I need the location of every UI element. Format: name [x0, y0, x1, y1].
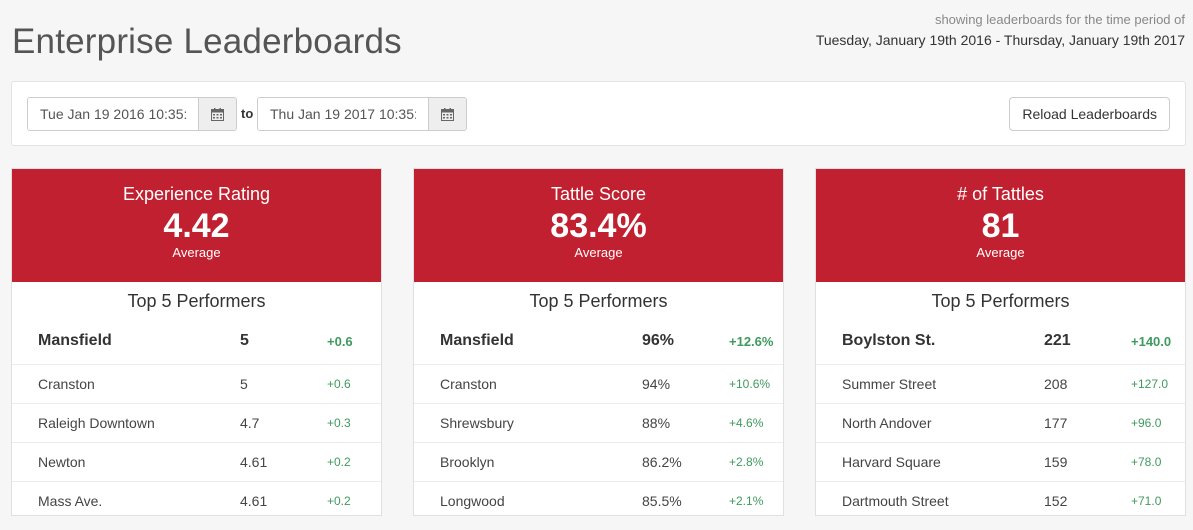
card-header: Tattle Score 83.4% Average [414, 169, 783, 282]
page-title: Enterprise Leaderboards [12, 22, 402, 61]
performer-delta: +12.6% [729, 333, 774, 349]
performer-name: Brooklyn [440, 454, 495, 470]
performer-value: 4.61 [240, 493, 268, 509]
performer-delta: +78.0 [1131, 455, 1162, 469]
metric-value: 81 [981, 207, 1020, 245]
top-performers-title: Top 5 Performers [529, 291, 668, 311]
performer-delta: +0.6 [327, 377, 351, 391]
performer-name: Mansfield [440, 332, 514, 349]
performer-value: 94% [642, 376, 671, 392]
performer-row: Dartmouth Street 152 +71.0 [816, 481, 1185, 520]
period-range: Tuesday, January 19th 2016 - Thursday, J… [815, 32, 1185, 48]
performer-name: Raleigh Downtown [38, 415, 155, 431]
calendar-icon [441, 107, 454, 121]
performer-value: 152 [1044, 493, 1068, 509]
performer-value: 221 [1044, 332, 1071, 349]
performer-row: Brooklyn 86.2% +2.8% [414, 442, 783, 481]
performer-name: Harvard Square [842, 454, 941, 470]
performer-row: Boylston St. 221 +140.0 [816, 318, 1185, 364]
performer-name: Summer Street [842, 376, 937, 392]
leaderboard-card-number-of-tattles: # of Tattles 81 Average Top 5 Performers… [815, 168, 1186, 516]
date-range-to-label: to [241, 106, 254, 121]
performer-value: 4.61 [240, 454, 268, 470]
metric-subtitle: Average [172, 245, 221, 260]
performer-name: Mass Ave. [38, 493, 103, 509]
metric-label: Experience Rating [122, 184, 271, 204]
performer-delta: +4.6% [729, 416, 764, 430]
performer-value: 4.7 [240, 415, 260, 431]
metric-label: # of Tattles [957, 184, 1044, 204]
performer-row: Cranston 94% +10.6% [414, 364, 783, 403]
performer-name: Shrewsbury [440, 415, 514, 431]
performer-delta: +96.0 [1131, 416, 1162, 430]
performer-value: 85.5% [642, 493, 682, 509]
performer-name: North Andover [842, 415, 932, 431]
reload-leaderboards-button[interactable]: Reload Leaderboards [1009, 97, 1170, 131]
performers-list: Mansfield 5 +0.6 Cranston 5 +0.6 Raleigh Dow… [12, 318, 381, 520]
performer-name: Newton [38, 454, 86, 470]
top-performers-title: Top 5 Performers [127, 291, 266, 311]
performer-value: 208 [1044, 376, 1068, 392]
performer-delta: +2.1% [729, 494, 764, 508]
performer-row: Raleigh Downtown 4.7 +0.3 [12, 403, 381, 442]
date-filter-bar: to Reload Leaderboards [11, 81, 1186, 146]
end-date-group [257, 97, 467, 131]
start-date-group [27, 97, 237, 131]
performer-delta: +140.0 [1131, 333, 1172, 349]
performer-delta: +0.3 [327, 416, 351, 430]
performer-value: 159 [1044, 454, 1068, 470]
leaderboard-card-experience-rating: Experience Rating 4.42 Average Top 5 Per… [11, 168, 382, 516]
performer-row: Mansfield 96% +12.6% [414, 318, 783, 364]
performer-row: Harvard Square 159 +78.0 [816, 442, 1185, 481]
end-date-input[interactable] [258, 98, 428, 130]
card-header: Experience Rating 4.42 Average [12, 169, 381, 282]
metric-value: 83.4% [550, 207, 647, 245]
performer-delta: +71.0 [1131, 494, 1162, 508]
metric-subtitle: Average [976, 245, 1025, 260]
performer-value: 5 [240, 376, 248, 392]
performer-row: Longwood 85.5% +2.1% [414, 481, 783, 520]
performer-delta: +10.6% [729, 377, 771, 391]
performer-name: Cranston [440, 376, 497, 392]
card-header: # of Tattles 81 Average [816, 169, 1185, 282]
time-period: showing leaderboards for the time period… [816, 12, 1185, 48]
performer-delta: +0.2 [327, 455, 351, 469]
performer-name: Boylston St. [842, 332, 936, 349]
start-date-calendar-button[interactable] [198, 98, 236, 130]
start-date-input[interactable] [28, 98, 198, 130]
calendar-icon [211, 107, 224, 121]
performer-row: North Andover 177 +96.0 [816, 403, 1185, 442]
performer-value: 88% [642, 415, 671, 431]
performer-delta: +0.6 [327, 333, 353, 349]
performer-row: Summer Street 208 +127.0 [816, 364, 1185, 403]
performer-row: Mass Ave. 4.61 +0.2 [12, 481, 381, 520]
metric-label: Tattle Score [550, 184, 647, 204]
performer-name: Longwood [440, 493, 505, 509]
performer-row: Mansfield 5 +0.6 [12, 318, 381, 364]
performer-value: 96% [642, 332, 675, 349]
performer-row: Newton 4.61 +0.2 [12, 442, 381, 481]
end-date-calendar-button[interactable] [428, 98, 466, 130]
performer-value: 5 [240, 332, 249, 349]
performer-delta: +0.2 [327, 494, 351, 508]
performer-name: Mansfield [38, 332, 112, 349]
performer-name: Cranston [38, 376, 95, 392]
performer-row: Shrewsbury 88% +4.6% [414, 403, 783, 442]
performer-value: 177 [1044, 415, 1068, 431]
performers-list: Boylston St. 221 +140.0 Summer Street 208 +1… [816, 318, 1185, 520]
metric-subtitle: Average [574, 245, 623, 260]
performer-name: Dartmouth Street [842, 493, 949, 509]
performer-delta: +2.8% [729, 455, 764, 469]
top-performers-title: Top 5 Performers [931, 291, 1070, 311]
metric-value: 4.42 [163, 207, 230, 245]
performer-delta: +127.0 [1131, 377, 1169, 391]
performer-value: 86.2% [642, 454, 682, 470]
performer-row: Cranston 5 +0.6 [12, 364, 381, 403]
leaderboard-card-tattle-score: Tattle Score 83.4% Average Top 5 Perform… [413, 168, 784, 516]
period-caption: showing leaderboards for the time period… [934, 12, 1185, 27]
performers-list: Mansfield 96% +12.6% Cranston 94% +10.6% Shr… [414, 318, 783, 520]
